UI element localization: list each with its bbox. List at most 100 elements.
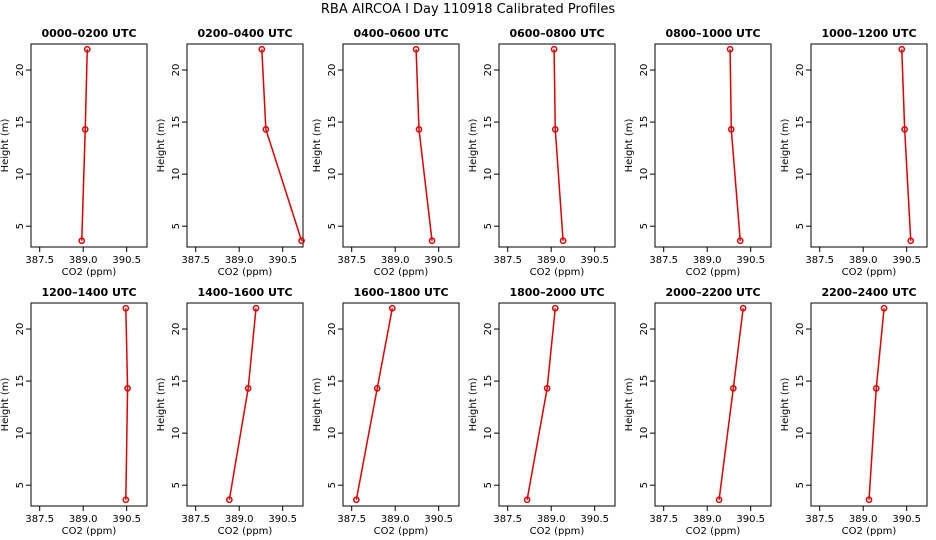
y-tick-label: 10 — [171, 427, 182, 440]
panel-title: 1800–2000 UTC — [509, 286, 604, 299]
x-tick-label: 387.5 — [25, 514, 54, 525]
profile-point — [729, 385, 737, 392]
x-tick-label: 389.0 — [225, 255, 254, 266]
profile-point — [739, 304, 747, 312]
y-tick-label: 10 — [795, 427, 806, 440]
plot-frame — [654, 302, 772, 507]
x-tick-label: 390.5 — [580, 255, 609, 266]
panel-title: 0800–1000 UTC — [665, 27, 760, 40]
y-tick-label: 15 — [483, 375, 494, 388]
profile-point — [907, 237, 915, 245]
y-tick-label: 10 — [639, 168, 650, 181]
y-tick-label: 20 — [327, 64, 338, 77]
x-tick-label: 390.5 — [736, 514, 765, 525]
x-axis-label: CO2 (ppm) — [374, 267, 429, 278]
profile-point — [78, 237, 86, 245]
y-tick-label: 10 — [639, 427, 650, 440]
profile-point — [298, 237, 305, 245]
plot-frame — [342, 302, 460, 507]
profile-point — [373, 385, 381, 392]
profile-point — [872, 385, 880, 392]
x-tick-label: 387.5 — [181, 255, 210, 266]
x-tick-label: 390.5 — [892, 514, 921, 525]
profile-point — [901, 126, 909, 133]
x-tick-label: 387.5 — [337, 514, 366, 525]
profile-point — [551, 304, 559, 312]
y-tick-label: 20 — [15, 64, 26, 77]
x-tick-label: 389.0 — [537, 255, 566, 266]
y-axis-label: Height (m) — [780, 378, 791, 432]
plot-frame — [498, 43, 616, 248]
profile-point — [81, 126, 89, 133]
x-tick-label: 390.5 — [268, 255, 297, 266]
x-tick-label: 389.0 — [225, 514, 254, 525]
profile-point — [551, 126, 559, 133]
profile-point — [736, 237, 744, 245]
x-axis-label: CO2 (ppm) — [62, 526, 117, 537]
y-tick-label: 10 — [15, 427, 26, 440]
plot-frame — [342, 43, 460, 248]
profile-line — [415, 49, 433, 241]
y-tick-label: 15 — [171, 375, 182, 388]
y-tick-label: 20 — [483, 64, 494, 77]
y-tick-label: 20 — [327, 323, 338, 336]
profile-point — [122, 496, 130, 504]
y-tick-label: 10 — [327, 168, 338, 181]
profile-point — [258, 45, 266, 53]
profile-line — [868, 308, 885, 500]
y-tick-label: 15 — [483, 116, 494, 129]
profile-point — [388, 304, 396, 312]
x-tick-label: 387.5 — [649, 255, 678, 266]
profile-point — [415, 126, 423, 133]
profile-point — [727, 126, 735, 133]
profile-point — [262, 126, 270, 133]
x-tick-label: 387.5 — [337, 255, 366, 266]
profile-point — [122, 304, 130, 312]
y-tick-label: 10 — [795, 168, 806, 181]
x-tick-label: 389.0 — [693, 255, 722, 266]
y-axis-label: Height (m) — [624, 378, 635, 432]
x-tick-label: 390.5 — [892, 255, 921, 266]
x-tick-label: 389.0 — [849, 514, 878, 525]
y-tick-label: 20 — [171, 64, 182, 77]
y-tick-label: 20 — [15, 323, 26, 336]
profile-line — [526, 308, 557, 500]
profile-line — [901, 49, 912, 241]
x-tick-label: 389.0 — [849, 255, 878, 266]
plot-frame — [810, 43, 928, 248]
profile-line — [718, 308, 744, 500]
y-tick-label: 5 — [15, 482, 26, 488]
y-tick-label: 5 — [483, 223, 494, 229]
profile-point — [523, 496, 531, 504]
profile-line — [355, 308, 394, 500]
x-tick-label: 387.5 — [805, 255, 834, 266]
y-tick-label: 20 — [483, 323, 494, 336]
plot-frame — [186, 302, 304, 507]
profile-point — [225, 496, 233, 504]
y-tick-label: 15 — [327, 375, 338, 388]
x-tick-label: 389.0 — [537, 514, 566, 525]
x-axis-label: CO2 (ppm) — [530, 526, 585, 537]
y-axis-label: Height (m) — [312, 119, 323, 173]
x-tick-label: 389.0 — [69, 514, 98, 525]
x-axis-label: CO2 (ppm) — [842, 526, 897, 537]
panel-title: 1000–1200 UTC — [821, 27, 916, 40]
x-tick-label: 387.5 — [805, 514, 834, 525]
x-tick-label: 387.5 — [493, 514, 522, 525]
x-tick-label: 390.5 — [268, 514, 297, 525]
x-tick-label: 390.5 — [736, 255, 765, 266]
x-tick-label: 390.5 — [580, 514, 609, 525]
x-axis-label: CO2 (ppm) — [218, 526, 273, 537]
profile-point — [244, 385, 252, 392]
y-tick-label: 20 — [795, 323, 806, 336]
y-axis-label: Height (m) — [156, 119, 167, 173]
y-tick-label: 5 — [171, 482, 182, 488]
x-tick-label: 390.5 — [112, 514, 141, 525]
profile-point — [550, 45, 558, 53]
y-tick-label: 10 — [171, 168, 182, 181]
x-tick-label: 390.5 — [112, 255, 141, 266]
x-tick-label: 389.0 — [381, 255, 410, 266]
y-tick-label: 5 — [171, 223, 182, 229]
y-tick-label: 15 — [639, 375, 650, 388]
